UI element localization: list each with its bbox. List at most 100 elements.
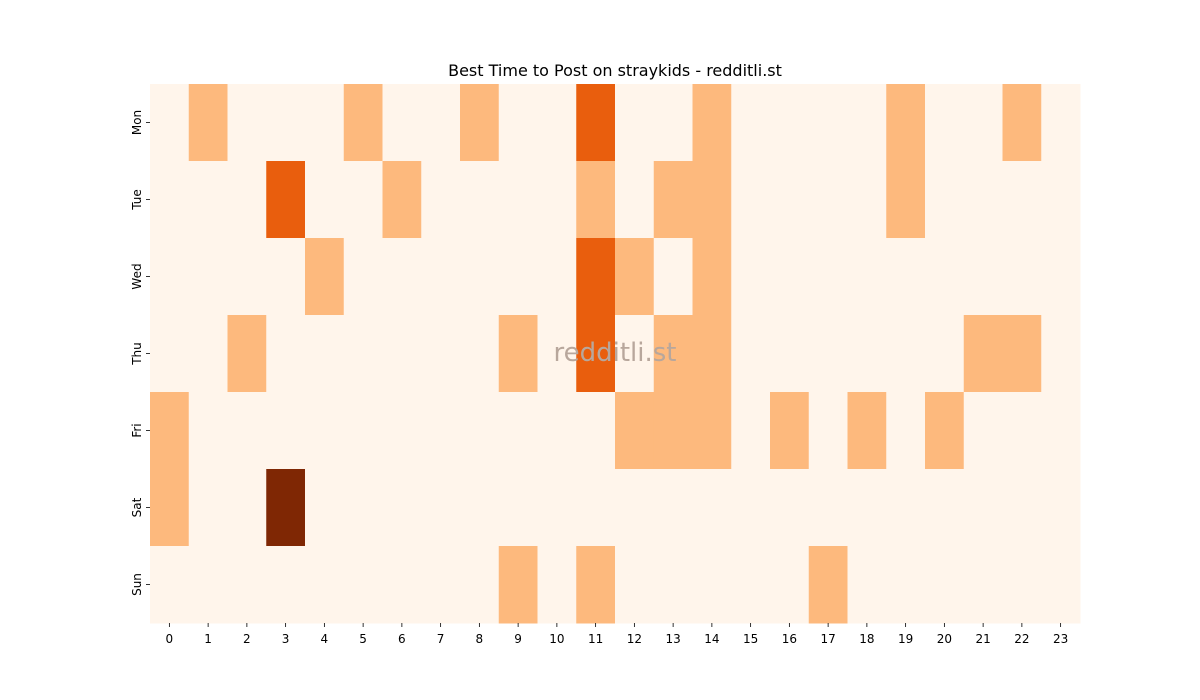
- heatmap-cell-sat-3: [266, 469, 306, 547]
- heatmap-cell-wed-20: [925, 238, 965, 316]
- heatmap-cell-mon-0: [150, 84, 190, 162]
- heatmap-cell-sat-6: [382, 469, 422, 547]
- heatmap-cell-tue-21: [963, 161, 1003, 239]
- heatmap-cell-fri-19: [886, 392, 926, 470]
- heatmap-cell-wed-8: [460, 238, 500, 316]
- heatmap-cell-tue-7: [421, 161, 461, 239]
- heatmap-cell-sun-0: [150, 546, 190, 624]
- x-tick-label: 22: [1014, 632, 1029, 646]
- heatmap-cell-mon-23: [1041, 84, 1081, 162]
- heatmap-cell-wed-2: [227, 238, 267, 316]
- heatmap-cell-sat-22: [1002, 469, 1042, 547]
- heatmap-cell-sun-23: [1041, 546, 1081, 624]
- heatmap-cell-mon-14: [692, 84, 732, 162]
- heatmap-cell-sun-9: [498, 546, 538, 624]
- x-tick-label: 18: [859, 632, 874, 646]
- heatmap-cell-sun-16: [770, 546, 810, 624]
- heatmap-cell-sat-13: [653, 469, 693, 547]
- heatmap-cell-wed-14: [692, 238, 732, 316]
- heatmap-cell-mon-6: [382, 84, 422, 162]
- x-tick-label: 0: [166, 632, 174, 646]
- heatmap-cell-sat-7: [421, 469, 461, 547]
- heatmap-cell-sat-23: [1041, 469, 1081, 547]
- heatmap-cell-wed-18: [847, 238, 887, 316]
- heatmap-cell-fri-21: [963, 392, 1003, 470]
- heatmap-cell-sat-8: [460, 469, 500, 547]
- x-tick-label: 11: [588, 632, 603, 646]
- heatmap-cell-tue-4: [305, 161, 345, 239]
- chart-title: Best Time to Post on straykids - redditl…: [448, 61, 782, 80]
- heatmap-cell-mon-20: [925, 84, 965, 162]
- heatmap-cell-mon-4: [305, 84, 345, 162]
- heatmap-cell-thu-21: [963, 315, 1003, 393]
- heatmap-cell-thu-4: [305, 315, 345, 393]
- heatmap-cell-mon-11: [576, 84, 616, 162]
- heatmap-cell-thu-19: [886, 315, 926, 393]
- heatmap-cell-fri-1: [188, 392, 228, 470]
- heatmap-cell-fri-5: [343, 392, 383, 470]
- heatmap-cell-thu-9: [498, 315, 538, 393]
- y-tick-label: Wed: [130, 263, 144, 289]
- x-axis: 0 1 2 3 4 5 6 7 8 9 10 11 12 13 14 15 16 17 18 19 20 21 22 23: [166, 623, 1068, 646]
- heatmap-cell-wed-1: [188, 238, 228, 316]
- heatmap-cell-fri-15: [731, 392, 771, 470]
- heatmap-cell-sun-17: [808, 546, 848, 624]
- heatmap-cell-wed-11: [576, 238, 616, 316]
- heatmap-cell-tue-22: [1002, 161, 1042, 239]
- heatmap-cell-fri-12: [615, 392, 655, 470]
- heatmap-cell-thu-14: [692, 315, 732, 393]
- heatmap-cell-sat-12: [615, 469, 655, 547]
- heatmap-cell-mon-17: [808, 84, 848, 162]
- heatmap-cell-sat-16: [770, 469, 810, 547]
- x-tick-label: 17: [820, 632, 835, 646]
- heatmap-cell-tue-19: [886, 161, 926, 239]
- x-tick-label: 16: [782, 632, 797, 646]
- heatmap-cell-wed-4: [305, 238, 345, 316]
- x-tick-label: 12: [627, 632, 642, 646]
- x-tick-label: 5: [359, 632, 367, 646]
- heatmap-cell-tue-8: [460, 161, 500, 239]
- heatmap-cell-wed-22: [1002, 238, 1042, 316]
- x-tick-label: 15: [743, 632, 758, 646]
- x-tick-label: 23: [1053, 632, 1068, 646]
- x-tick-label: 3: [282, 632, 290, 646]
- heatmap-cell-sat-18: [847, 469, 887, 547]
- heatmap-cell-thu-12: [615, 315, 655, 393]
- y-tick-label: Fri: [130, 423, 144, 437]
- heatmap-cell-thu-1: [188, 315, 228, 393]
- heatmap-cell-sun-22: [1002, 546, 1042, 624]
- x-tick-label: 21: [975, 632, 990, 646]
- heatmap-cell-thu-11: [576, 315, 616, 393]
- heatmap-cell-sun-13: [653, 546, 693, 624]
- heatmap-cell-mon-21: [963, 84, 1003, 162]
- heatmap-cell-wed-23: [1041, 238, 1081, 316]
- heatmap-cell-tue-16: [770, 161, 810, 239]
- heatmap-cell-sun-5: [343, 546, 383, 624]
- heatmap-cell-thu-8: [460, 315, 500, 393]
- heatmap-cell-thu-23: [1041, 315, 1081, 393]
- x-tick-label: 4: [321, 632, 329, 646]
- heatmap-cell-thu-5: [343, 315, 383, 393]
- heatmap-cell-wed-10: [537, 238, 577, 316]
- heatmap-cell-thu-18: [847, 315, 887, 393]
- x-tick-label: 10: [549, 632, 564, 646]
- heatmap-cell-tue-11: [576, 161, 616, 239]
- heatmap-cell-fri-2: [227, 392, 267, 470]
- heatmap-cell-tue-20: [925, 161, 965, 239]
- heatmap-cell-fri-13: [653, 392, 693, 470]
- watermark: redditli.st: [554, 338, 677, 368]
- heatmap-cell-fri-3: [266, 392, 306, 470]
- heatmap-cell-fri-8: [460, 392, 500, 470]
- heatmap-cell-thu-7: [421, 315, 461, 393]
- heatmap-cell-mon-9: [498, 84, 538, 162]
- x-tick-label: 2: [243, 632, 251, 646]
- heatmap-cell-fri-11: [576, 392, 616, 470]
- heatmap-cell-sat-9: [498, 469, 538, 547]
- heatmap-cell-tue-15: [731, 161, 771, 239]
- heatmap-cell-sun-18: [847, 546, 887, 624]
- heatmap-cell-mon-15: [731, 84, 771, 162]
- y-tick-label: Sat: [130, 497, 144, 517]
- heatmap-cell-sat-20: [925, 469, 965, 547]
- heatmap-cell-thu-22: [1002, 315, 1042, 393]
